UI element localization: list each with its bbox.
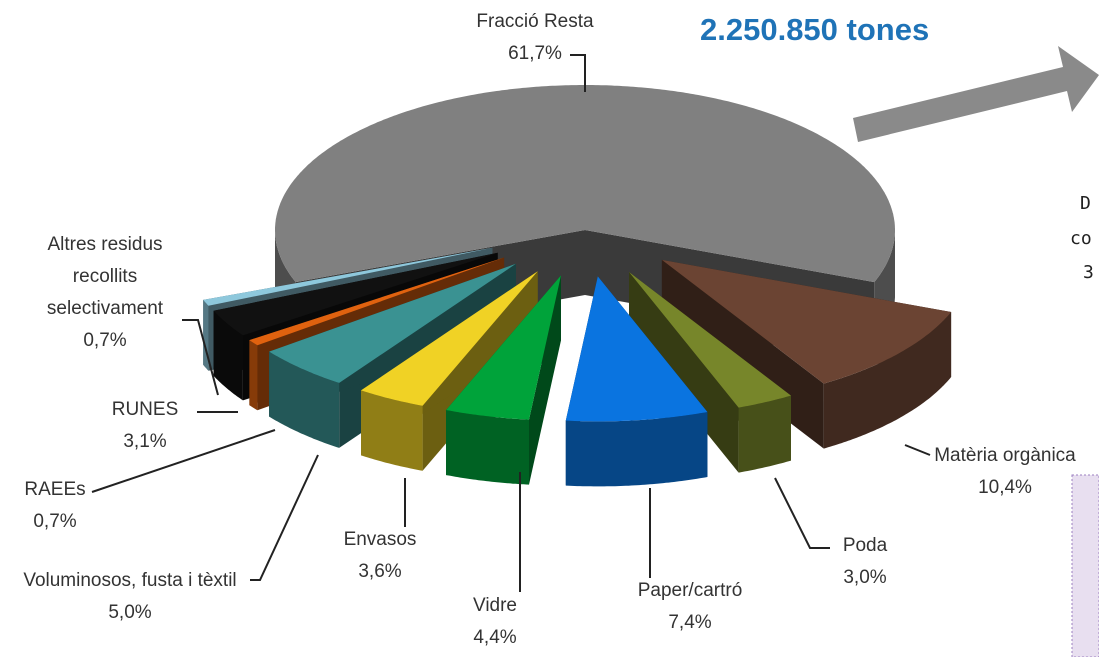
slice — [661, 259, 952, 449]
slice-wall — [361, 390, 423, 471]
slice-side — [629, 272, 739, 473]
category-label: Matèria orgànica — [934, 445, 1076, 466]
chart-title: 2.250.850 tones — [700, 12, 930, 47]
value-label: 3,1% — [123, 431, 167, 452]
annotation: co — [1070, 228, 1092, 249]
leader-lines — [91, 54, 931, 592]
category-label: Fracció Resta — [476, 11, 594, 32]
value-label: 4,4% — [473, 627, 517, 648]
slice-label: Altres residus recollits selectivament 0,… — [23, 229, 188, 357]
category-label: Vidre — [472, 595, 517, 616]
slice-top — [361, 271, 538, 406]
value-label: 10,4% — [978, 477, 1032, 498]
slice — [629, 272, 791, 473]
slice-label: RAEEs 0,7% — [0, 474, 110, 538]
dotted-panel — [1071, 474, 1099, 657]
slice-label: Poda 3,0% — [805, 530, 925, 594]
slice-top — [269, 263, 516, 383]
category-label: Paper/cartró — [637, 580, 743, 601]
slice-label: Matèria orgànica 10,4% — [910, 440, 1099, 504]
annotation: D — [1080, 193, 1091, 214]
leader-line — [904, 444, 931, 456]
slice-top — [446, 275, 561, 420]
annotation: 3 — [1083, 262, 1094, 283]
slice-wall — [823, 312, 952, 449]
leader-line — [250, 454, 319, 581]
slice-label: Voluminosos, fusta i tèxtil 5,0% — [5, 565, 255, 629]
value-label: 3,0% — [843, 567, 887, 588]
leader-line — [91, 429, 276, 493]
slice-wall — [213, 310, 243, 401]
slice-top — [249, 257, 505, 346]
slice-top — [275, 85, 895, 283]
slice — [565, 276, 708, 487]
slice-label: RUNES 3,1% — [85, 394, 205, 458]
category-label: Voluminosos, fusta i tèxtil — [23, 570, 237, 591]
slice-top — [629, 272, 791, 408]
category-label: Poda — [842, 535, 888, 556]
slice-wall — [446, 410, 529, 485]
slice-wall — [269, 351, 340, 448]
value-label: 0,7% — [83, 330, 127, 351]
slice-top — [203, 247, 493, 306]
leader-line — [570, 54, 586, 92]
value-label: 0,7% — [33, 511, 77, 532]
slice-label: Vidre 4,4% — [435, 590, 555, 654]
slice-top — [661, 259, 952, 384]
category-label: RAEEs — [24, 479, 86, 500]
slice-label: Paper/cartró 7,4% — [610, 575, 770, 639]
value-label: 3,6% — [358, 561, 402, 582]
slice-top — [565, 276, 708, 422]
slice-wall — [203, 299, 209, 371]
slice-label: Fracció Resta 61,7% — [435, 6, 635, 70]
value-label: 7,4% — [668, 612, 712, 633]
arrow — [853, 46, 1099, 142]
value-label: 61,7% — [508, 43, 562, 64]
slice-label: Envasos 3,6% — [320, 524, 440, 588]
category-label: RUNES — [111, 399, 179, 420]
slice-wall — [565, 412, 708, 487]
leader-line — [182, 319, 219, 396]
slice — [446, 275, 561, 485]
slice-wall — [738, 395, 791, 473]
category-label: Envasos — [343, 529, 417, 550]
value-label: 5,0% — [108, 602, 152, 623]
pie — [203, 85, 952, 487]
leader-line — [774, 477, 830, 549]
slice-wall — [249, 340, 258, 411]
slice-top — [213, 252, 498, 336]
category-label: Altres residus recollits selectivament — [46, 234, 164, 319]
